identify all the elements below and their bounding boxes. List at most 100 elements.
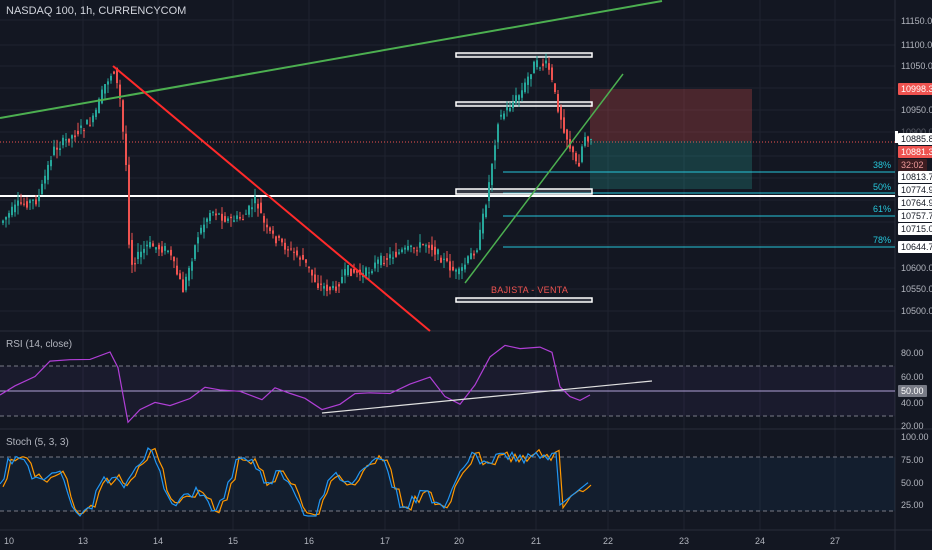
candle-body [521,90,523,98]
stoch-d-line[interactable] [2,447,592,516]
short-uptrend-line[interactable] [464,73,624,284]
price-tick: 11050.0 [901,61,932,71]
candle-body [53,146,55,156]
candle-body [203,224,205,233]
candle-body [11,206,13,216]
candle-body [377,259,379,264]
price-tick: 10550.0 [901,284,932,294]
candle-body [248,205,250,215]
candle-body [101,89,103,104]
date-label: 13 [78,536,89,546]
candle-body [119,84,121,99]
candle-body [200,227,202,234]
candle-body [35,199,37,205]
rsi-tick: 60.00 [901,372,924,382]
candle-body [578,162,580,167]
candle-body [452,266,454,271]
candle-body [86,119,88,125]
candle-body [371,271,373,274]
candle-body [14,204,16,213]
candle-body [563,117,565,133]
candle-body [575,153,577,162]
candle-body [449,261,451,271]
date-label: 14 [153,536,164,546]
candle-body [260,202,262,214]
candle-body [446,258,448,262]
candle-body [443,258,445,260]
candle-body [26,201,28,208]
candle-body [83,130,85,132]
candle-body [257,203,259,209]
candle-body [230,216,232,219]
candle-body [128,164,130,245]
candle-body [413,247,415,249]
candle-body [551,67,553,80]
candle-body [32,199,34,201]
rsi-trendline[interactable] [321,380,653,414]
rsi-panel-label: RSI (14, close) [6,339,73,350]
candle-body [395,251,397,257]
candle-body [17,200,19,206]
fib-label-50: 50% [873,182,892,192]
candle-body [104,84,106,94]
candle-body [140,251,142,258]
downtrend-line[interactable] [112,65,431,332]
candle-body [215,213,217,216]
take-profit-zone[interactable] [590,141,752,189]
chart-title: NASDAQ 100, 1h, CURRENCYCOM [6,5,187,17]
candle-body [542,63,544,67]
candle-body [29,200,31,204]
candle-body [587,136,589,142]
candle-body [125,133,127,165]
candle-body [401,249,403,253]
date-label: 27 [830,536,841,546]
candle-body [167,250,169,253]
date-label: 15 [228,536,239,546]
candle-body [422,244,424,246]
candle-body [347,265,349,276]
stoch-band [0,457,895,511]
candle-body [74,135,76,138]
candle-body [287,249,289,251]
candle-body [425,245,427,247]
rsi-line[interactable] [0,344,591,424]
candle-body [581,146,583,162]
candle-body [539,67,541,69]
candle-body [404,247,406,250]
candle-body [233,220,235,222]
candle-body [92,115,94,123]
price-tag-fib-38: 10813.7 [898,171,932,183]
candle-body [68,138,70,143]
candle-body [335,286,337,291]
fibonacci-levels[interactable] [503,171,895,248]
price-tag-entry: 10885.8 [898,133,932,145]
candle-body [5,217,7,220]
candle-body [311,269,313,276]
candle-body [191,261,193,271]
candle-body [488,182,490,202]
long-uptrend-line[interactable] [0,0,663,119]
candle-body [116,67,118,84]
candle-body [134,263,136,265]
candle-body [152,243,154,247]
candle-body [479,229,481,250]
price-tag-current: 10881.3 [898,146,932,158]
candle-body [419,242,421,248]
stoch-k-line[interactable] [0,446,589,517]
current-price-marker [895,131,898,143]
stop-loss-zone[interactable] [590,89,752,141]
candle-body [272,230,274,234]
candlesticks[interactable] [2,53,592,297]
candle-body [473,253,475,256]
candle-body [533,61,535,74]
candle-body [527,76,529,85]
date-label: 24 [755,536,766,546]
date-label: 21 [531,536,542,546]
grid [0,0,895,530]
level-boxes[interactable] [455,52,593,303]
candle-body [224,216,226,222]
candle-body [566,129,568,140]
candle-body [386,258,388,260]
candle-body [245,213,247,215]
